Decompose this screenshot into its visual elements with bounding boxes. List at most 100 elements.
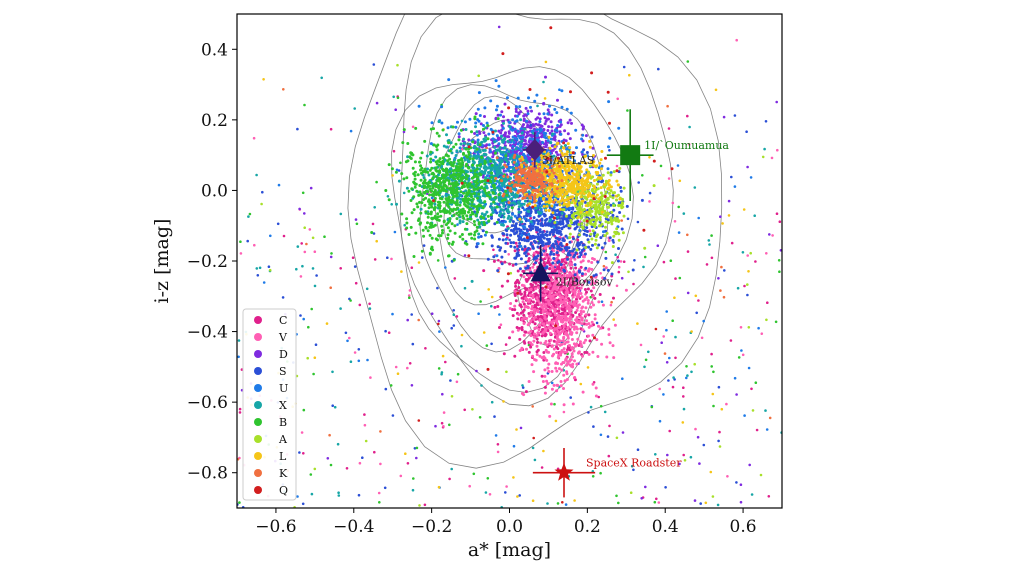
scatter-point [302,452,305,455]
scatter-point [496,269,500,273]
scatter-point [460,333,464,337]
scatter-point [419,211,423,215]
scatter-point [339,267,343,270]
scatter-point [438,201,442,205]
scatter-point [379,430,382,433]
scatter-point [573,376,577,379]
scatter-point [493,196,497,199]
scatter-point [575,316,579,319]
scatter-point [544,75,547,79]
scatter-point [405,226,409,230]
scatter-point [311,267,315,270]
scatter-point [417,104,421,108]
scatter-point [509,233,513,237]
scatter-point [238,411,242,414]
scatter-point [717,439,720,443]
scatter-point [685,365,688,368]
scatter-point [531,245,535,248]
scatter-point [415,202,419,206]
scatter-point [511,212,515,216]
scatter-point [253,243,256,247]
scatter-point [590,261,594,264]
scatter-point [513,289,517,293]
scatter-point [718,445,722,448]
scatter-point [535,134,539,138]
scatter-point [514,147,518,151]
scatter-point [719,215,722,218]
scatter-point [348,336,351,340]
scatter-point [585,296,589,300]
scatter-point [607,333,611,337]
scatter-point [543,253,546,257]
scatter-point [413,160,417,164]
scatter-point [311,236,315,240]
scatter-point [463,286,467,290]
scatter-point [557,367,561,371]
scatter-point [632,468,635,472]
scatter-point [571,207,575,211]
scatter-point [568,286,571,290]
scatter-point [514,105,518,109]
scatter-point [407,233,411,236]
scatter-point [708,243,711,246]
scatter-point [553,138,557,142]
scatter-point [493,151,497,155]
scatter-point [478,225,482,229]
scatter-point [395,168,399,172]
scatter-point [603,410,607,414]
scatter-point [548,414,552,418]
scatter-point [585,226,589,230]
scatter-point [735,481,738,484]
scatter-point [353,107,357,110]
scatter-point [407,189,411,193]
scatter-point [536,341,539,344]
scatter-point [487,219,491,223]
scatter-point [298,207,301,211]
scatter-point [413,174,417,177]
scatter-point [412,477,415,480]
scatter-point [552,339,556,343]
scatter-point [538,354,542,358]
scatter-point [554,276,558,280]
scatter-point [552,383,556,387]
scatter-point [427,173,431,177]
scatter-point [509,143,512,147]
scatter-point [582,243,586,247]
scatter-point [541,241,545,244]
scatter-point [281,296,285,299]
scatter-point [580,318,584,322]
scatter-point [579,312,583,316]
scatter-point [776,148,779,152]
scatter-point [351,256,355,260]
scatter-point [548,312,552,316]
scatter-point [657,501,661,504]
scatter-point [492,259,496,263]
scatter-point [720,265,723,269]
scatter-point [565,350,569,354]
scatter-point [602,264,606,268]
scatter-point [631,268,635,272]
scatter-point [299,314,302,317]
scatter-point [536,315,540,319]
scatter-point [566,253,570,257]
scatter-point [775,212,779,215]
scatter-point [688,125,691,129]
scatter-point [555,389,559,393]
scatter-point [483,115,486,118]
scatter-point [564,311,567,315]
scatter-point [415,456,418,460]
scatter-point [555,345,558,349]
scatter-point [549,120,553,124]
scatter-point [545,143,549,147]
scatter-point [520,233,524,237]
scatter-point [544,242,548,246]
scatter-point [541,331,545,335]
scatter-point [571,289,574,293]
scatter-point [554,300,558,304]
scatter-point [587,352,591,356]
scatter-point [556,98,559,102]
scatter-point [543,385,547,389]
scatter-point [531,293,535,297]
scatter-point [566,362,570,366]
scatter-point [590,301,594,304]
